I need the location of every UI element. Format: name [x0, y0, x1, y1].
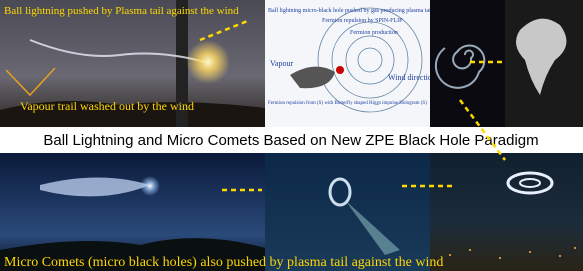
caption: Vapour trail washed out by the wind [20, 99, 194, 113]
photo-micro-comet [265, 153, 430, 271]
diagram-label: Wind direction [388, 73, 436, 82]
ball-lightning [186, 40, 230, 84]
banner-title: Ball Lightning and Micro Comets Based on… [43, 132, 538, 149]
diagram-label: Ball lightning micro-black hole pushed b… [268, 8, 433, 14]
caption: Ball lightning pushed by Plasma tail aga… [4, 5, 239, 17]
photo-micro-comet [430, 153, 583, 271]
diagram-label: Fermion repulsion by SPIN-FLIP [322, 18, 403, 24]
diagram-label: Fermion repulsion from (S) with Butterfl… [268, 101, 427, 106]
collage: Ball lightning pushed by Plasma tail aga… [0, 0, 583, 271]
footer-caption: Micro Comets (micro black holes) also pu… [4, 255, 443, 270]
diagram-label: Fermion production [350, 30, 398, 36]
diagram-label: Vapour [270, 59, 293, 68]
comet-head [140, 176, 160, 196]
diagram-particle [336, 66, 344, 74]
